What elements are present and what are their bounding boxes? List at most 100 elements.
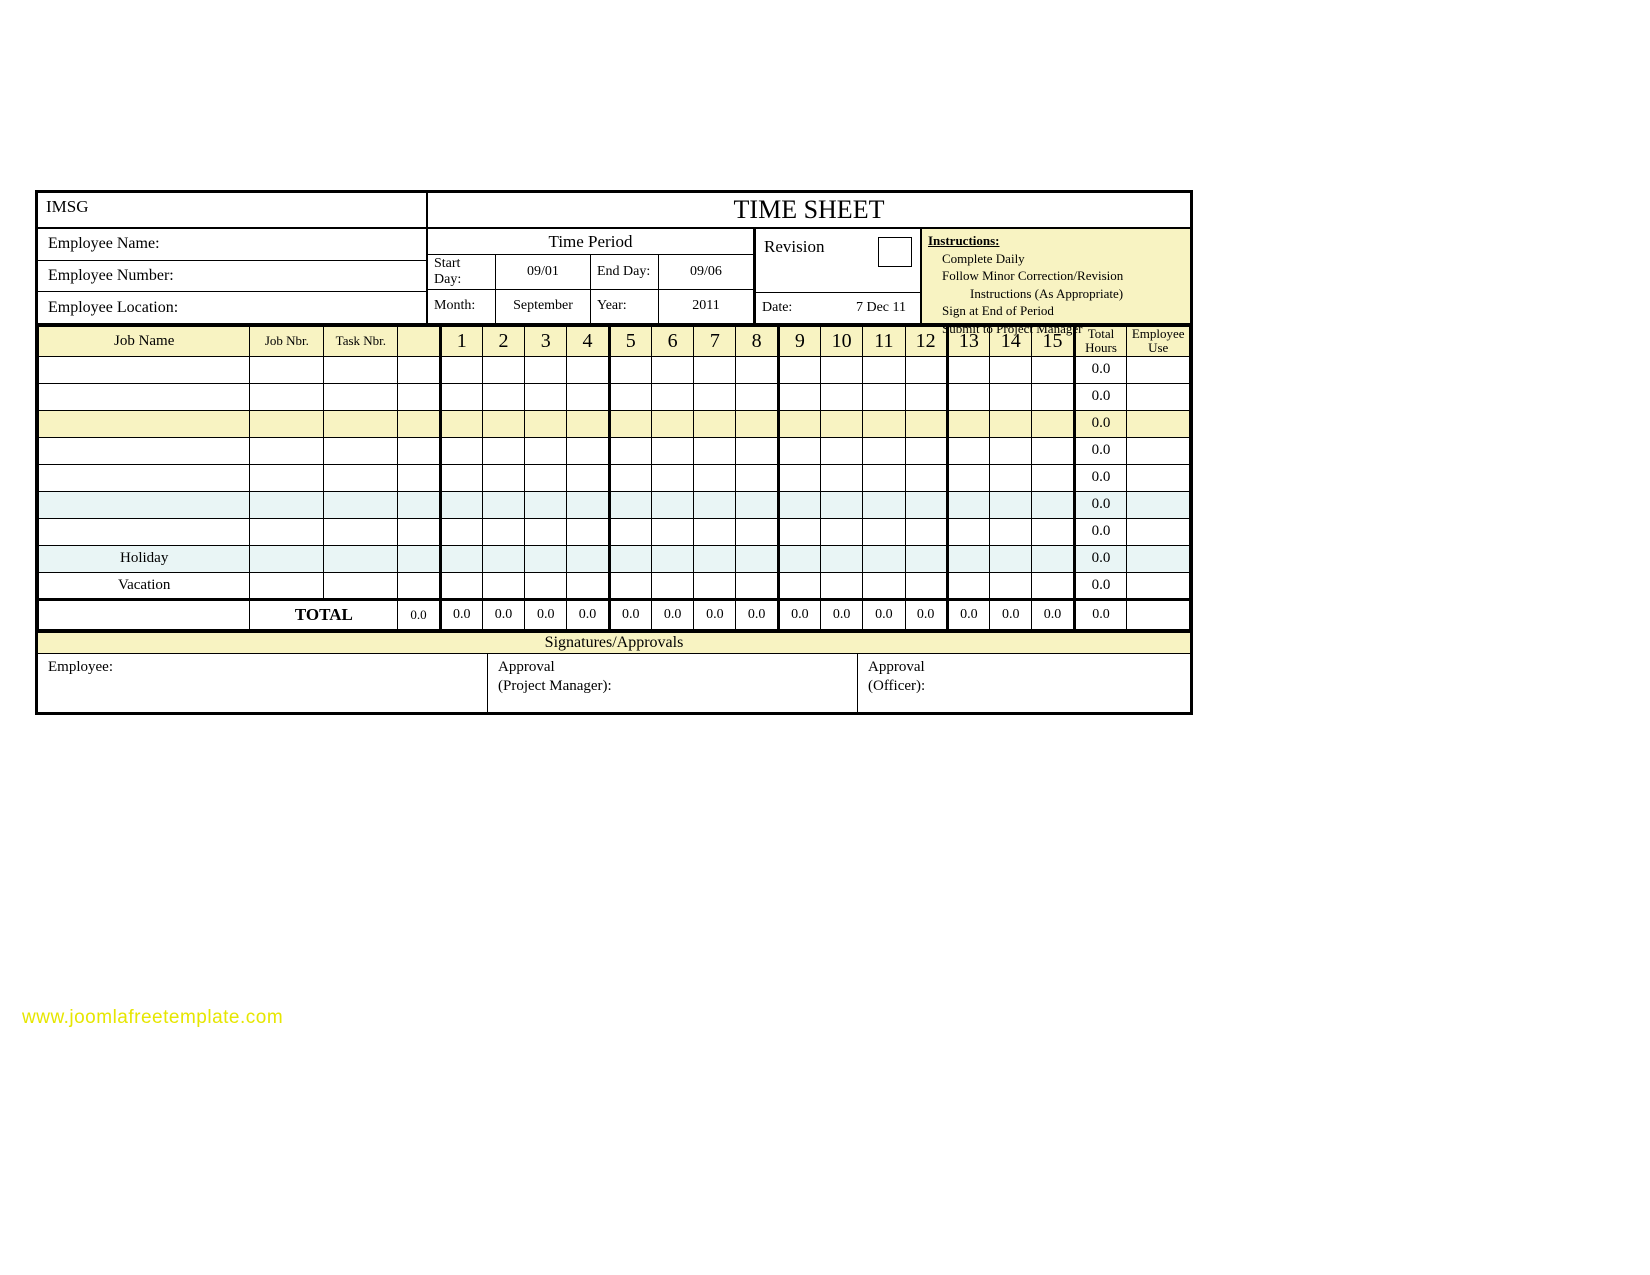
cell-employee-use[interactable] — [1127, 437, 1190, 464]
cell-job-nbr[interactable] — [250, 464, 324, 491]
cell-day[interactable] — [567, 410, 609, 437]
cell-day[interactable] — [567, 518, 609, 545]
cell-job-nbr[interactable] — [250, 491, 324, 518]
cell-day[interactable] — [947, 437, 989, 464]
cell-task-nbr[interactable] — [324, 518, 398, 545]
cell-job-name[interactable] — [39, 491, 250, 518]
cell-day[interactable] — [609, 545, 651, 572]
cell-day[interactable] — [778, 464, 820, 491]
cell-day[interactable] — [1032, 437, 1074, 464]
cell-day[interactable] — [609, 437, 651, 464]
cell-job-name[interactable] — [39, 356, 250, 383]
cell-employee-use[interactable] — [1127, 491, 1190, 518]
cell-day[interactable] — [947, 356, 989, 383]
cell-day[interactable] — [651, 545, 693, 572]
cell-day[interactable] — [525, 437, 567, 464]
cell-day[interactable] — [736, 491, 778, 518]
cell-day[interactable] — [1032, 545, 1074, 572]
cell-day[interactable] — [947, 410, 989, 437]
sig-approval-pm[interactable]: Approval (Project Manager): — [488, 654, 858, 712]
cell-day[interactable] — [651, 410, 693, 437]
cell-day[interactable] — [863, 383, 905, 410]
cell-day[interactable] — [905, 410, 947, 437]
cell-day[interactable] — [778, 545, 820, 572]
cell-day[interactable] — [651, 464, 693, 491]
cell-day[interactable] — [736, 437, 778, 464]
cell-day[interactable] — [694, 545, 736, 572]
cell-task-nbr[interactable] — [324, 464, 398, 491]
cell-day[interactable] — [440, 356, 482, 383]
cell-day[interactable] — [525, 383, 567, 410]
cell-job-nbr[interactable] — [250, 383, 324, 410]
cell-job-nbr[interactable] — [250, 356, 324, 383]
cell-day[interactable] — [947, 491, 989, 518]
cell-day[interactable] — [482, 383, 524, 410]
cell-day[interactable] — [863, 437, 905, 464]
cell-task-nbr[interactable] — [324, 410, 398, 437]
cell-day[interactable] — [905, 545, 947, 572]
cell-employee-use[interactable] — [1127, 545, 1190, 572]
revision-box[interactable] — [878, 237, 912, 267]
cell-day[interactable] — [482, 491, 524, 518]
cell-job-name[interactable] — [39, 518, 250, 545]
cell-day[interactable] — [609, 383, 651, 410]
cell-day[interactable] — [821, 572, 863, 599]
cell-day[interactable] — [1032, 464, 1074, 491]
cell-job-nbr[interactable] — [250, 518, 324, 545]
cell-day[interactable] — [778, 356, 820, 383]
cell-day[interactable] — [821, 410, 863, 437]
cell-day[interactable] — [947, 383, 989, 410]
cell-job-nbr[interactable] — [250, 545, 324, 572]
cell-employee-use[interactable] — [1127, 383, 1190, 410]
cell-day[interactable] — [525, 410, 567, 437]
cell-day[interactable] — [905, 464, 947, 491]
cell-day[interactable] — [947, 572, 989, 599]
cell-day[interactable] — [440, 410, 482, 437]
cell-day[interactable] — [863, 464, 905, 491]
cell-task-nbr[interactable] — [324, 572, 398, 599]
cell-day[interactable] — [525, 518, 567, 545]
cell-day[interactable] — [990, 491, 1032, 518]
cell-day[interactable] — [990, 545, 1032, 572]
cell-day[interactable] — [440, 572, 482, 599]
sig-approval-officer[interactable]: Approval (Officer): — [858, 654, 1190, 712]
cell-day[interactable] — [651, 572, 693, 599]
cell-job-name[interactable] — [39, 437, 250, 464]
cell-day[interactable] — [905, 383, 947, 410]
cell-day[interactable] — [821, 356, 863, 383]
cell-day[interactable] — [651, 491, 693, 518]
cell-job-name[interactable] — [39, 464, 250, 491]
cell-day[interactable] — [736, 383, 778, 410]
cell-day[interactable] — [482, 572, 524, 599]
cell-day[interactable] — [525, 464, 567, 491]
cell-day[interactable] — [440, 383, 482, 410]
cell-day[interactable] — [736, 410, 778, 437]
cell-task-nbr[interactable] — [324, 437, 398, 464]
cell-day[interactable] — [947, 464, 989, 491]
cell-employee-use[interactable] — [1127, 518, 1190, 545]
cell-day[interactable] — [609, 572, 651, 599]
cell-day[interactable] — [651, 356, 693, 383]
cell-day[interactable] — [778, 410, 820, 437]
cell-job-name[interactable]: Holiday — [39, 545, 250, 572]
cell-day[interactable] — [567, 491, 609, 518]
cell-day[interactable] — [990, 572, 1032, 599]
cell-day[interactable] — [947, 518, 989, 545]
cell-task-nbr[interactable] — [324, 356, 398, 383]
cell-day[interactable] — [990, 410, 1032, 437]
cell-day[interactable] — [609, 410, 651, 437]
cell-day[interactable] — [947, 545, 989, 572]
cell-day[interactable] — [778, 572, 820, 599]
cell-day[interactable] — [694, 464, 736, 491]
cell-day[interactable] — [990, 356, 1032, 383]
cell-day[interactable] — [525, 545, 567, 572]
cell-day[interactable] — [821, 437, 863, 464]
cell-day[interactable] — [863, 545, 905, 572]
cell-day[interactable] — [482, 437, 524, 464]
cell-day[interactable] — [440, 437, 482, 464]
cell-day[interactable] — [1032, 572, 1074, 599]
cell-day[interactable] — [609, 464, 651, 491]
cell-day[interactable] — [821, 491, 863, 518]
cell-day[interactable] — [1032, 518, 1074, 545]
cell-day[interactable] — [1032, 383, 1074, 410]
